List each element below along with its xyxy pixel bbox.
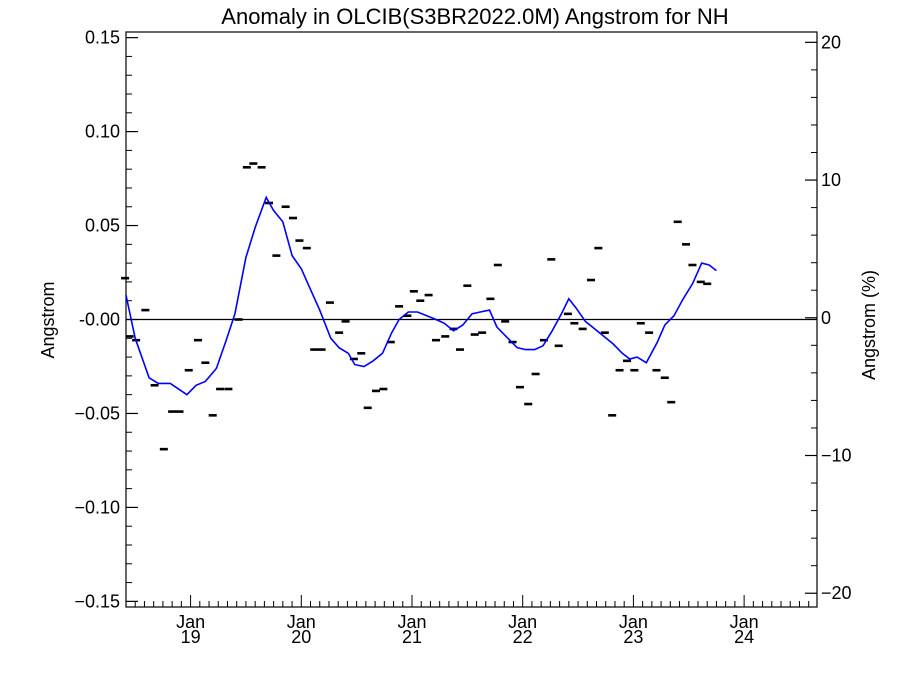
x-tick-label-month: Jan [176, 612, 205, 632]
right-tick-label: −20 [821, 583, 852, 603]
left-tick-label: -0.00 [79, 310, 120, 330]
x-tick-label-year: 21 [402, 627, 422, 647]
x-tick-label-month: Jan [287, 612, 316, 632]
left-tick-label: −0.15 [74, 591, 120, 611]
left-tick-label: 0.05 [85, 216, 120, 236]
right-tick-label: −10 [821, 446, 852, 466]
right-y-axis: 20 10 0 −10 −20 [805, 32, 852, 603]
x-tick-label-month: Jan [508, 612, 537, 632]
running-mean-line [125, 195, 717, 396]
x-tick-label-month: Jan [730, 612, 759, 632]
x-tick-label-year: 23 [623, 627, 643, 647]
x-tick-label-year: 20 [291, 627, 311, 647]
right-axis-label: Angstrom (%) [859, 270, 879, 380]
left-tick-label: −0.10 [74, 497, 120, 517]
chart-title: Anomaly in OLCIB(S3BR2022.0M) Angstrom f… [221, 4, 728, 29]
left-tick-label: −0.05 [74, 403, 120, 423]
left-y-axis: 0.15 0.10 0.05 -0.00 −0.05 −0.10 −0.15 [74, 28, 138, 611]
left-tick-label: 0.15 [85, 28, 120, 48]
x-tick-label-year: 24 [734, 627, 754, 647]
x-tick-label-year: 19 [181, 627, 201, 647]
right-tick-label: 0 [821, 308, 831, 328]
running-mean-series [125, 195, 717, 396]
x-tick-label-month: Jan [619, 612, 648, 632]
right-tick-label: 20 [821, 32, 841, 52]
x-tick-label-month: Jan [397, 612, 426, 632]
left-tick-label: 0.10 [85, 122, 120, 142]
left-axis-label: Angstrom [38, 281, 58, 358]
monthly-anomaly-series [121, 162, 712, 451]
x-tick-label-year: 22 [513, 627, 533, 647]
right-tick-label: 10 [821, 170, 841, 190]
